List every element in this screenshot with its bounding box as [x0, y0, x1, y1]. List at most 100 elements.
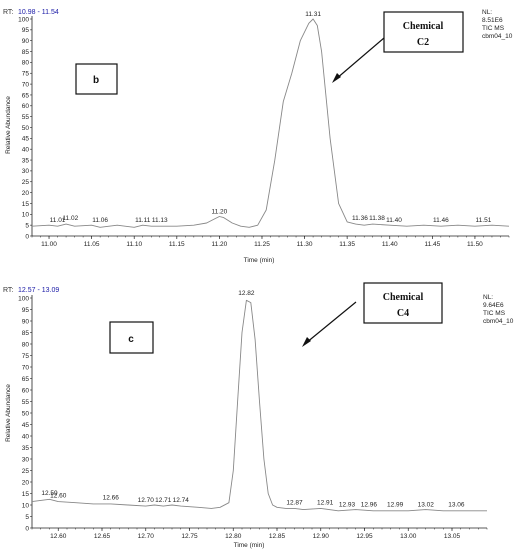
- panel-b-x-axis-title: Time (min): [244, 257, 275, 264]
- panel-b-callout-arrow-head: [332, 73, 341, 83]
- panel-c-y-tick-label: 100: [18, 295, 29, 302]
- panel-b-peak-label: 11.36: [352, 215, 368, 222]
- panel-b-y-tick-label: 90: [22, 38, 30, 45]
- panel-b-y-tick-label: 10: [22, 212, 30, 219]
- panel-c-x-tick-label: 12.65: [94, 533, 111, 540]
- panel-c-x-axis-title: Time (min): [234, 542, 265, 549]
- panel-c-axes: 0 5 10 15 20 25 30 35 40 45 50 55 60 65 70 75 80 85 90 95 10…: [18, 295, 488, 540]
- panel-c-chromatogram-trace: [31, 299, 487, 512]
- panel-c-rt-range: 12.57 - 13.09: [18, 287, 59, 294]
- panel-c-peak-label: 12.87: [286, 499, 303, 506]
- panel-b-peak-label: 11.01: [50, 217, 66, 224]
- panel-b-x-tick-label: 11.25: [254, 241, 270, 248]
- panel-c-y-tick-label: 60: [22, 387, 30, 394]
- panel-c-callout-arrow-head: [302, 337, 311, 347]
- panel-b-y-tick-label: 0: [25, 233, 29, 240]
- panel-c-y-tick-label: 50: [22, 410, 30, 417]
- panel-c-letter-box: c: [109, 321, 154, 354]
- panel-b-info-nl: NL:: [482, 9, 492, 16]
- panel-b-peak-label: 11.46: [433, 217, 449, 224]
- panel-b-y-tick-label: 75: [22, 71, 30, 78]
- panel-b-y-tick-label: 85: [22, 49, 30, 56]
- panel-c-y-tick-label: 45: [22, 422, 30, 429]
- panel-b-letter: b: [93, 75, 99, 86]
- panel-b-info-scan: TIC MS: [482, 25, 505, 32]
- panel-b-y-tick-label: 35: [22, 157, 30, 164]
- panel-c-peak-label: 12.60: [50, 492, 67, 499]
- panel-b-x-tick-label: 11.45: [424, 241, 440, 248]
- panel-b-callout-arrow-shaft: [335, 37, 385, 80]
- panel-b-info-value: 8.51E6: [482, 17, 503, 24]
- panel-b-peak-label: 11.40: [386, 217, 402, 224]
- panel-b-x-tick-label: 11.20: [211, 241, 227, 248]
- panel-c-peak-label: 12.74: [173, 497, 190, 504]
- panel-b-x-tick-label: 11.35: [339, 241, 355, 248]
- panel-b-y-tick-label: 40: [22, 147, 30, 154]
- panel-c-x-tick-label: 12.75: [181, 533, 198, 540]
- panel-b-y-axis-title: Relative Abundance: [5, 96, 12, 154]
- panel-c-chart: RT: 12.57 - 13.09 0 5 10 15 20 25 30 35 40 45 50 55…: [3, 282, 514, 549]
- panel-b-x-tick-label: 11.10: [126, 241, 142, 248]
- panel-b-peak-label: 11.31: [305, 11, 321, 18]
- panel-b-x-tick-label: 11.05: [84, 241, 100, 248]
- panel-c-y-tick-label: 10: [22, 502, 30, 509]
- panel-c-info-scan: TIC MS: [483, 310, 506, 317]
- panel-b-y-tick-label: 100: [18, 16, 29, 23]
- panel-b-x-tick-label: 11.40: [382, 241, 398, 248]
- panel-b-peak-label: 11.51: [476, 217, 492, 224]
- panel-b-axes: 0 5 10 15 20 25 30 35 40 45 50 55 60 65 70 75 80 85 90 95 10…: [18, 16, 510, 248]
- panel-c-peak-label: 12.91: [317, 499, 334, 506]
- panel-c-y-tick-label: 80: [22, 341, 30, 348]
- panel-c-peak-label: 12.93: [339, 502, 356, 509]
- panel-b-y-tick-label: 65: [22, 92, 30, 99]
- panel-b-peak-label: 11.38: [369, 215, 385, 222]
- panel-b-y-tick-label: 95: [22, 27, 30, 34]
- panel-b-callout-compound: C2: [417, 37, 429, 48]
- panel-b-y-tick-label: 20: [22, 190, 30, 197]
- panel-c-rt-label: RT:: [3, 287, 13, 294]
- panel-c-y-tick-label: 35: [22, 445, 30, 452]
- panel-b-peak-label: 11.20: [211, 208, 227, 215]
- panel-c-peak-label: 13.06: [448, 502, 465, 509]
- panel-c-y-tick-label: 5: [25, 514, 29, 521]
- panel-c-peak-label: 13.02: [418, 502, 435, 509]
- panel-c-x-tick-label: 12.85: [269, 533, 286, 540]
- panel-c-callout: Chemical C4: [302, 282, 443, 347]
- panel-b-y-tick-label: 80: [22, 60, 30, 67]
- panel-c-info: NL: 9.64E6 TIC MS cbm04_10: [483, 294, 514, 325]
- panel-c-y-tick-label: 90: [22, 318, 30, 325]
- panel-c-x-tick-label: 12.60: [50, 533, 67, 540]
- panel-c-y-tick-label: 75: [22, 353, 30, 360]
- panel-b-y-tick-label: 70: [22, 81, 30, 88]
- panel-c-y-tick-label: 70: [22, 364, 30, 371]
- panel-c-peak-label: 12.66: [103, 495, 120, 502]
- panel-b-peak-label: 11.13: [152, 217, 168, 224]
- panel-b-x-tick-label: 11.00: [41, 241, 57, 248]
- panel-c-x-tick-label: 13.05: [444, 533, 461, 540]
- panel-b-callout-title: Chemical: [403, 21, 444, 32]
- panel-c-callout-arrow-shaft: [305, 301, 357, 344]
- panel-c-x-tick-label: 12.90: [313, 533, 330, 540]
- panel-b-rt-range: 10.98 - 11.54: [18, 9, 59, 16]
- panel-b-y-tick-label: 30: [22, 168, 30, 175]
- panel-b-peak-label: 11.02: [62, 215, 78, 222]
- panel-c-y-tick-label: 95: [22, 307, 30, 314]
- panel-b-x-tick-label: 11.15: [169, 241, 185, 248]
- panel-c-y-tick-label: 25: [22, 468, 30, 475]
- panel-b-info: NL: 8.51E6 TIC MS cbm04_10: [482, 9, 513, 40]
- panel-c-y-tick-label: 30: [22, 456, 30, 463]
- panel-c-y-tick-label: 40: [22, 433, 30, 440]
- panel-b-y-tick-label: 5: [25, 222, 29, 229]
- panel-c-y-tick-label: 20: [22, 479, 30, 486]
- panel-c-y-tick-label: 65: [22, 376, 30, 383]
- panel-c-x-tick-label: 12.70: [138, 533, 155, 540]
- panel-c-info-nl: NL:: [483, 294, 493, 301]
- panel-c-peak-label: 12.82: [238, 290, 255, 297]
- panel-c-info-value: 9.64E6: [483, 302, 504, 309]
- panel-c-y-tick-label: 0: [25, 525, 29, 532]
- panel-c-callout-title: Chemical: [383, 292, 424, 303]
